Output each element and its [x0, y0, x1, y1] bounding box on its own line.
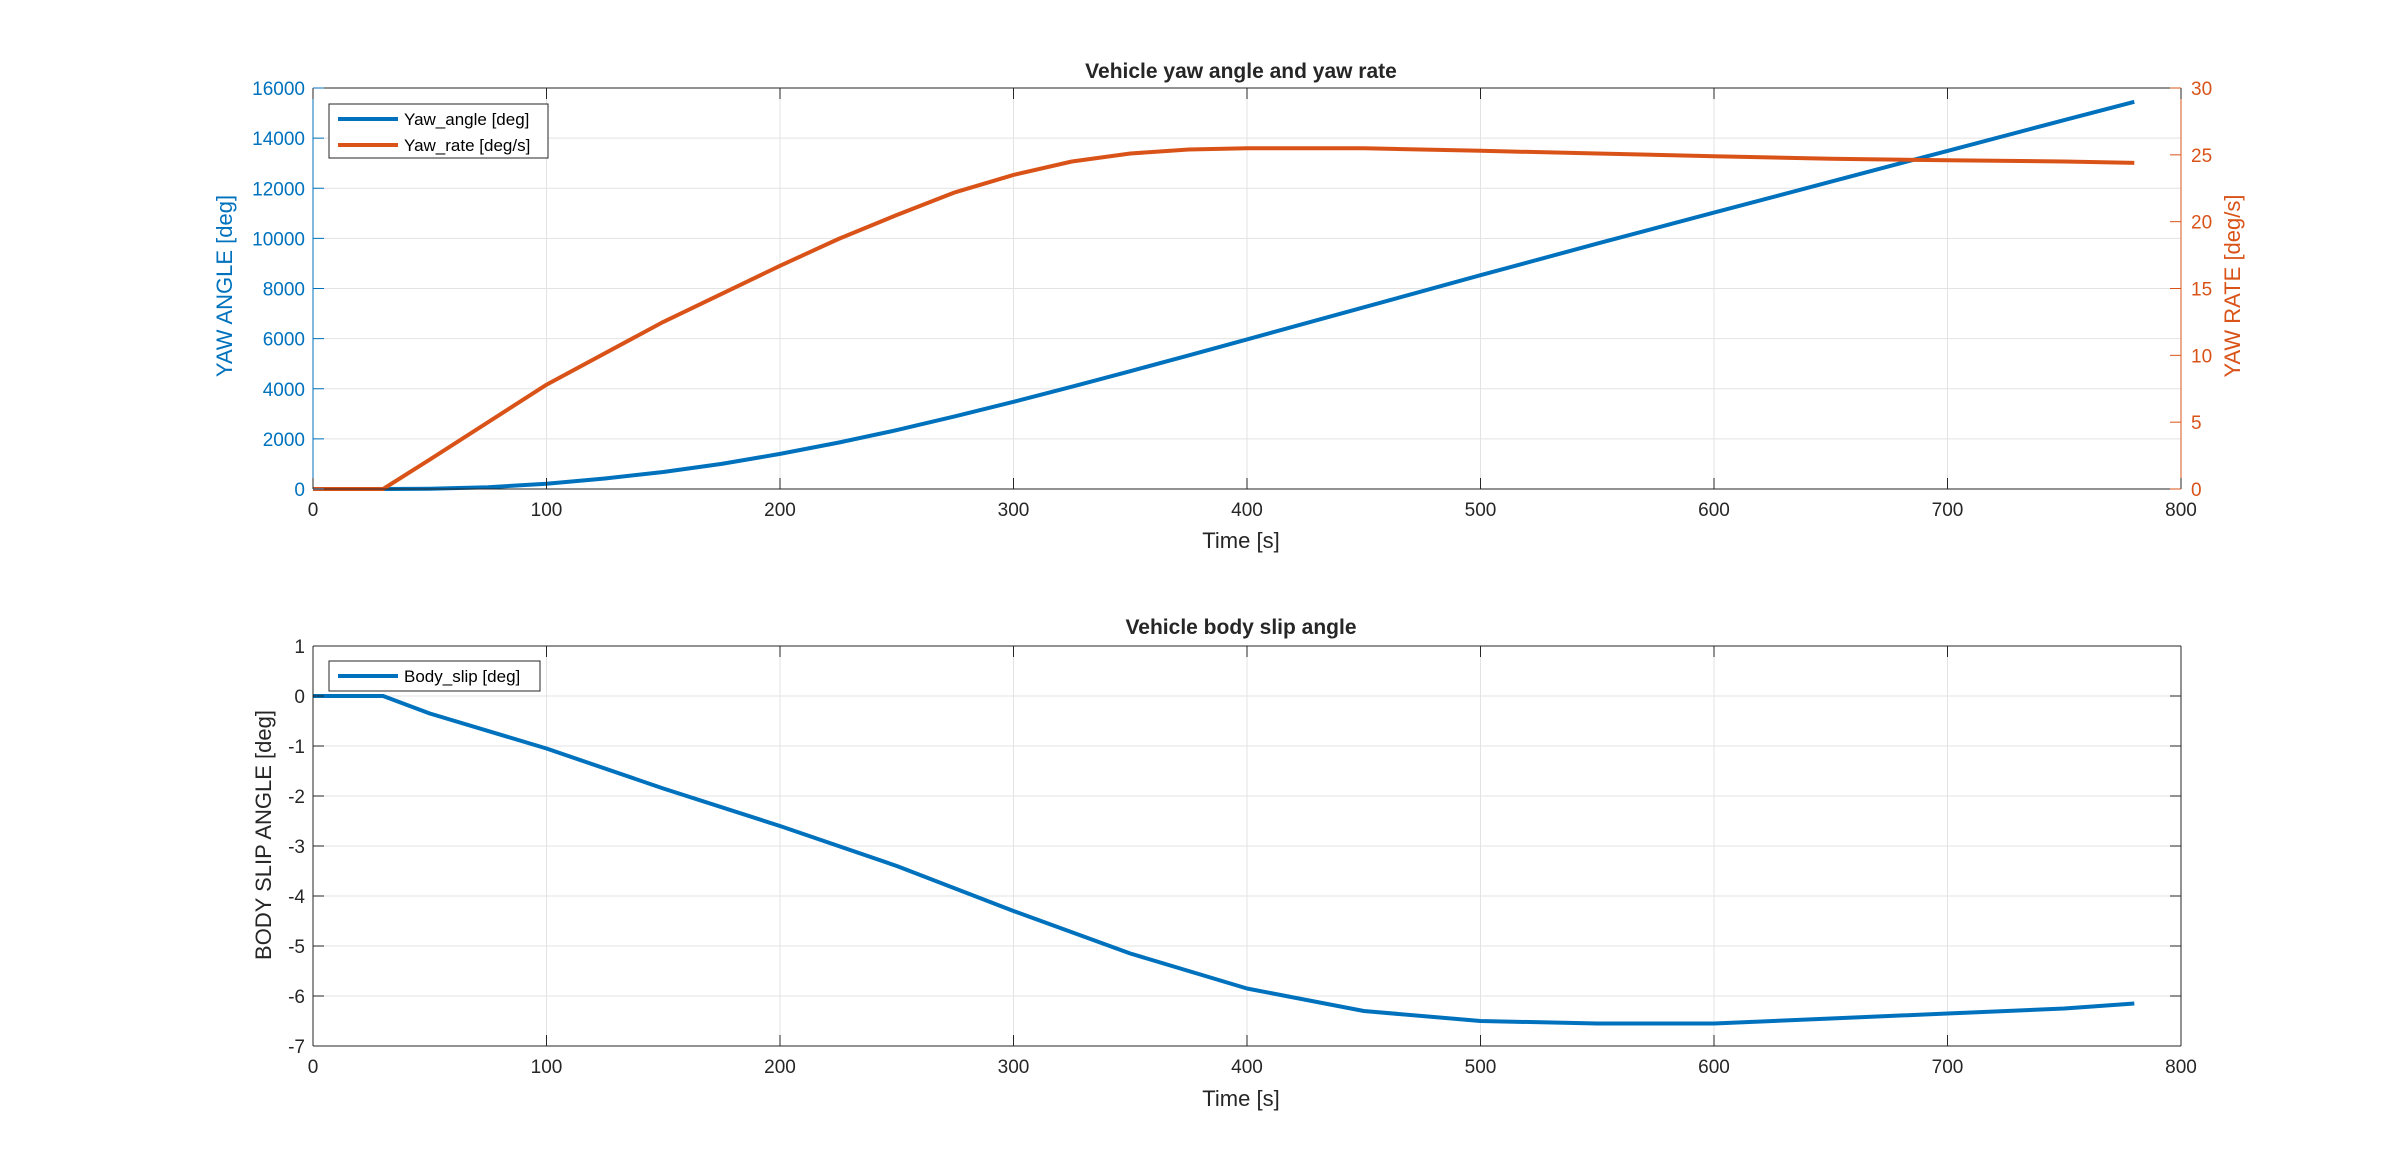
slip-x-tick-label: 100 [531, 1057, 563, 1078]
slip-legend-label: Body_slip [deg] [404, 667, 520, 686]
slip-x-tick-label: 700 [1932, 1057, 1964, 1078]
yaw-series-line-1 [313, 146, 2135, 491]
slip-x-tick-label: 500 [1465, 1057, 1497, 1078]
yaw-legend-label-rate: Yaw_rate [deg/s] [404, 136, 530, 155]
yaw-y2-tick-label: 5 [2191, 413, 2202, 434]
yaw-legend: Yaw_angle [deg] Yaw_rate [deg/s] [328, 103, 549, 159]
slip-x-tick-label: 0 [308, 1057, 319, 1078]
slip-x-tick-label: 400 [1231, 1057, 1263, 1078]
slip-series-line-0 [313, 694, 2135, 1026]
slip-y-tick-label: -4 [288, 887, 305, 908]
yaw-y-tick-label: 2000 [263, 430, 305, 451]
yaw-y2-tick-label: 30 [2191, 79, 2212, 100]
yaw-x-tick-label: 400 [1231, 500, 1263, 521]
yaw-y-tick-label: 14000 [252, 129, 305, 150]
yaw-legend-label-angle: Yaw_angle [deg] [404, 110, 529, 129]
slip-x-axis-label: Time [s] [1202, 1086, 1279, 1111]
slip-axes: Vehicle body slip angle Time [s] BODY SL… [251, 616, 2197, 1111]
slip-y-tick-label: -7 [288, 1037, 305, 1058]
slip-y-tick-label: 0 [294, 687, 305, 708]
yaw-y-tick-label: 8000 [263, 280, 305, 301]
slip-y-tick-label: -3 [288, 837, 305, 858]
slip-y-axis-label: BODY SLIP ANGLE [deg] [251, 710, 276, 960]
slip-x-tick-label: 300 [998, 1057, 1030, 1078]
yaw-y2-tick-label: 15 [2191, 280, 2212, 301]
slip-y-tick-label: -2 [288, 787, 305, 808]
yaw-rate-axis-label: YAW RATE [deg/s] [2220, 195, 2245, 378]
slip-x-tick-label: 800 [2165, 1057, 2197, 1078]
yaw-x-tick-label: 500 [1465, 500, 1497, 521]
yaw-x-tick-label: 700 [1932, 500, 1964, 521]
yaw-x-tick-label: 800 [2165, 500, 2197, 521]
yaw-axes: Vehicle yaw angle and yaw rate Time [s] … [212, 60, 2245, 553]
yaw-y-tick-label: 16000 [252, 79, 305, 100]
yaw-x-tick-label: 100 [531, 500, 563, 521]
yaw-x-tick-label: 600 [1698, 500, 1730, 521]
yaw-x-tick-label: 200 [764, 500, 796, 521]
yaw-chart-title: Vehicle yaw angle and yaw rate [1085, 60, 1397, 83]
yaw-y-tick-label: 10000 [252, 229, 305, 250]
yaw-y-tick-label: 6000 [263, 330, 305, 351]
yaw-x-tick-label: 0 [308, 500, 319, 521]
slip-y-tick-label: -1 [288, 737, 305, 758]
yaw-y2-tick-label: 0 [2191, 480, 2202, 501]
yaw-x-tick-label: 300 [998, 500, 1030, 521]
yaw-angle-axis-label: YAW ANGLE [deg] [212, 195, 237, 377]
slip-legend: Body_slip [deg] [328, 660, 541, 692]
yaw-x-axis-label: Time [s] [1202, 528, 1279, 553]
yaw-y2-tick-label: 10 [2191, 346, 2212, 367]
slip-y-tick-label: -6 [288, 987, 305, 1008]
yaw-legend-box [328, 103, 549, 159]
slip-y-tick-label: -5 [288, 937, 305, 958]
slip-y-tick-label: 1 [294, 637, 305, 658]
yaw-y-tick-label: 0 [294, 480, 305, 501]
yaw-y2-tick-label: 25 [2191, 146, 2212, 167]
yaw-y-tick-label: 4000 [263, 380, 305, 401]
yaw-y-tick-label: 12000 [252, 179, 305, 200]
yaw-y2-tick-label: 20 [2191, 213, 2212, 234]
slip-x-tick-label: 600 [1698, 1057, 1730, 1078]
slip-x-tick-label: 200 [764, 1057, 796, 1078]
slip-chart-title: Vehicle body slip angle [1125, 616, 1356, 639]
